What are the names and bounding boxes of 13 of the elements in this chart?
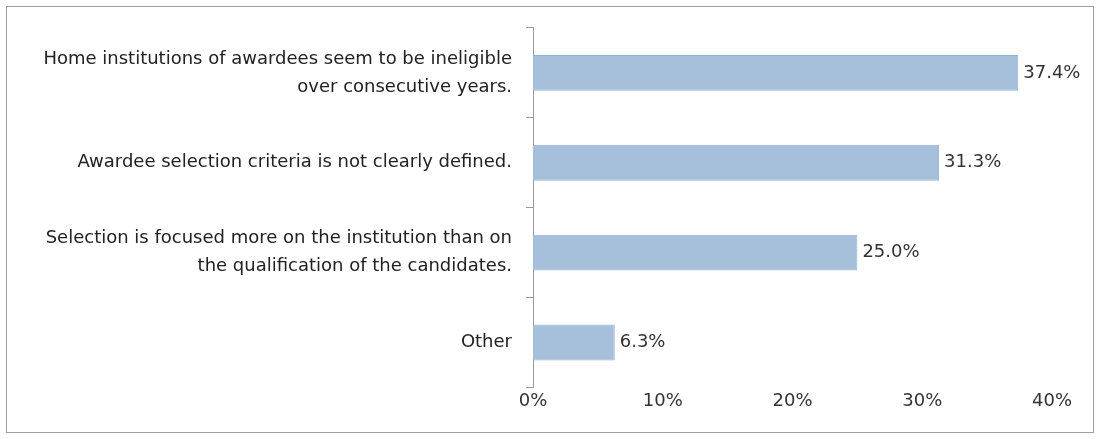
x-tick-label: 20% [772, 388, 813, 410]
x-tick-label: 0% [518, 388, 548, 410]
data-label: 6.3% [619, 330, 666, 352]
data-label: 37.4% [1023, 60, 1081, 82]
data-label: 25.0% [862, 240, 920, 262]
x-tick-label: 10% [642, 388, 683, 410]
y-tick-label: Awardee selection criteria is not clearly defined. [77, 150, 512, 172]
y-tick-label: Selection is focused more on the institution than on the qualification of the candidates. [45, 226, 512, 276]
data-label: 31.3% [944, 150, 1002, 172]
y-tick-label: Home institutions of awardees seem to be ineligible over consecutive years. [43, 46, 512, 96]
x-tick-label: 40% [1031, 388, 1073, 410]
y-tick-label: Other [460, 330, 513, 352]
x-tick-label: 30% [902, 388, 943, 410]
